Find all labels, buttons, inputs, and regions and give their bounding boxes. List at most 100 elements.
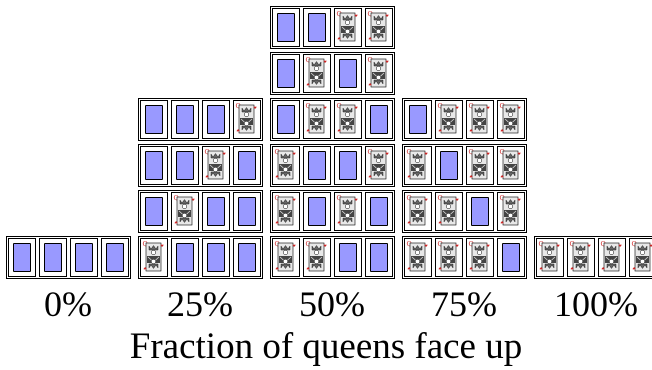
card-back-icon — [364, 192, 393, 231]
card-back-icon — [232, 192, 261, 231]
card-back-icon — [201, 100, 230, 139]
svg-text:Q: Q — [235, 102, 240, 110]
card-back-icon — [333, 146, 362, 185]
card-back-icon — [364, 100, 393, 139]
queen-of-hearts-icon: QQ — [403, 238, 432, 277]
queen-of-hearts-icon: QQ — [364, 8, 393, 47]
queen-of-hearts-icon: QQ — [496, 192, 525, 231]
card-back-icon — [170, 100, 199, 139]
queen-of-hearts-icon: QQ — [232, 100, 261, 139]
card-back-icon — [364, 238, 393, 277]
svg-text:Q: Q — [406, 240, 411, 248]
queen-of-hearts-icon: QQ — [271, 146, 300, 185]
card-group — [269, 236, 395, 279]
queen-of-hearts-icon: QQ — [465, 100, 494, 139]
svg-text:Q: Q — [406, 194, 411, 202]
card-group — [401, 144, 527, 187]
svg-text:Q: Q — [305, 56, 310, 64]
card-group — [5, 236, 131, 279]
column-label-2: 50% — [299, 284, 365, 324]
svg-text:Q: Q — [274, 148, 279, 156]
card-back-icon — [69, 238, 98, 277]
card-group — [269, 52, 395, 95]
queen-of-hearts-icon: QQ — [597, 238, 626, 277]
card-group — [269, 190, 395, 233]
card-back-icon — [201, 192, 230, 231]
queen-of-hearts-icon: QQ — [302, 100, 331, 139]
column-label-3: 75% — [431, 284, 497, 324]
svg-text:Q: Q — [499, 148, 504, 156]
card-group — [137, 190, 263, 233]
card-group — [401, 190, 527, 233]
queen-of-hearts-icon: QQ — [434, 238, 463, 277]
svg-text:Q: Q — [142, 240, 147, 248]
svg-text:Q: Q — [336, 102, 341, 110]
svg-text:Q: Q — [367, 148, 372, 156]
svg-text:Q: Q — [367, 56, 372, 64]
card-back-icon — [434, 146, 463, 185]
svg-text:Q: Q — [204, 148, 209, 156]
card-back-icon — [271, 54, 300, 93]
queen-of-hearts-icon: QQ — [496, 146, 525, 185]
card-back-icon — [201, 238, 230, 277]
svg-text:Q: Q — [274, 194, 279, 202]
queen-of-hearts-icon: QQ — [302, 54, 331, 93]
card-back-icon — [496, 238, 525, 277]
card-back-icon — [100, 238, 129, 277]
queen-of-hearts-icon: QQ — [535, 238, 564, 277]
queen-of-hearts-icon: QQ — [403, 146, 432, 185]
svg-text:Q: Q — [600, 240, 605, 248]
queen-of-hearts-icon: QQ — [434, 192, 463, 231]
queen-of-hearts-icon: QQ — [302, 238, 331, 277]
queen-of-hearts-icon: QQ — [333, 192, 362, 231]
column-label-0: 0% — [44, 284, 92, 324]
queen-of-hearts-icon: QQ — [628, 238, 652, 277]
svg-text:Q: Q — [538, 240, 543, 248]
column-label-4: 100% — [554, 284, 638, 324]
svg-text:Q: Q — [406, 148, 411, 156]
card-back-icon — [139, 100, 168, 139]
card-back-icon — [302, 146, 331, 185]
queen-of-hearts-icon: QQ — [496, 100, 525, 139]
queen-of-hearts-icon: QQ — [465, 146, 494, 185]
svg-text:Q: Q — [468, 148, 473, 156]
card-back-icon — [139, 192, 168, 231]
card-group — [269, 6, 395, 49]
card-back-icon — [302, 8, 331, 47]
card-back-icon — [465, 192, 494, 231]
card-group — [137, 236, 263, 279]
svg-text:Q: Q — [274, 240, 279, 248]
queen-of-hearts-icon: QQ — [333, 8, 362, 47]
queen-of-hearts-icon: QQ — [170, 192, 199, 231]
svg-text:Q: Q — [305, 240, 310, 248]
svg-text:Q: Q — [336, 10, 341, 18]
card-back-icon — [302, 192, 331, 231]
svg-text:Q: Q — [631, 240, 636, 248]
svg-text:Q: Q — [437, 194, 442, 202]
card-group — [137, 98, 263, 141]
card-back-icon — [139, 146, 168, 185]
card-back-icon — [38, 238, 67, 277]
card-back-icon — [333, 238, 362, 277]
svg-text:Q: Q — [173, 194, 178, 202]
svg-text:Q: Q — [437, 240, 442, 248]
card-back-icon — [333, 54, 362, 93]
queen-of-hearts-icon: QQ — [465, 238, 494, 277]
card-back-icon — [271, 100, 300, 139]
queen-of-hearts-icon: QQ — [566, 238, 595, 277]
card-group — [533, 236, 652, 279]
card-back-icon — [7, 238, 36, 277]
svg-text:Q: Q — [437, 102, 442, 110]
card-group — [269, 98, 395, 141]
card-group — [137, 144, 263, 187]
queen-of-hearts-icon: QQ — [434, 100, 463, 139]
card-back-icon — [271, 8, 300, 47]
svg-text:Q: Q — [468, 102, 473, 110]
svg-text:Q: Q — [569, 240, 574, 248]
queen-of-hearts-icon: QQ — [271, 238, 300, 277]
card-back-icon — [232, 146, 261, 185]
queen-of-hearts-icon: QQ — [403, 192, 432, 231]
queen-of-hearts-icon: QQ — [271, 192, 300, 231]
queen-of-hearts-icon: QQ — [201, 146, 230, 185]
